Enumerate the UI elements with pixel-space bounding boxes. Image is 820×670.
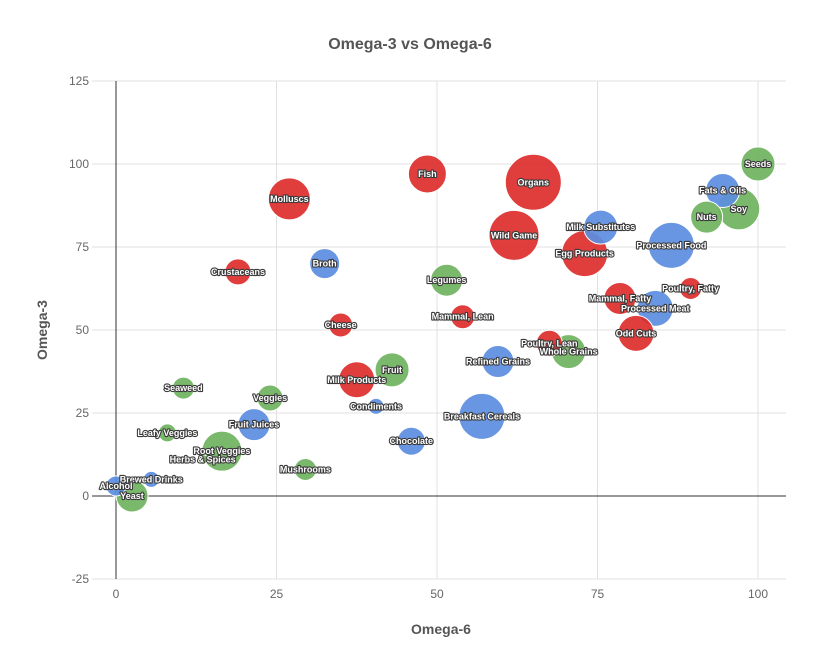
bubble-label: Refined Grains <box>466 357 530 367</box>
bubble-broth[interactable] <box>309 248 341 280</box>
bubble-label: Molluscs <box>270 194 309 204</box>
bubble-label: Whole Grains <box>540 347 598 357</box>
bubble-nuts[interactable] <box>690 200 724 234</box>
bubble-label: Milk Products <box>327 375 386 385</box>
bubble-seeds[interactable] <box>740 146 776 182</box>
bubble-label: Egg Products <box>555 249 614 259</box>
y-tick-label: 75 <box>76 240 90 254</box>
bubble-label: Yeast <box>120 491 144 501</box>
bubble-fruit-juices[interactable] <box>237 408 271 442</box>
bubble-leafy-veggies[interactable] <box>157 423 177 443</box>
bubble-poultry-lean[interactable] <box>535 329 563 357</box>
bubble-fats-oils[interactable] <box>705 173 741 209</box>
bubble-label: Broth <box>313 259 337 269</box>
bubble-condiments[interactable] <box>367 397 385 415</box>
bubble-label: Herbs & Spices <box>170 454 236 464</box>
bubble-label: Mammal, Fatty <box>589 293 652 303</box>
bubble-label: Processed Food <box>636 240 706 250</box>
x-tick-label: 75 <box>591 587 605 601</box>
bubble-label: Fats & Oils <box>699 186 746 196</box>
x-tick-label: 50 <box>430 587 444 601</box>
bubble-processed-meat[interactable] <box>636 289 674 327</box>
bubbles <box>105 146 776 513</box>
bubble-label: Breakfast Cereals <box>444 411 520 421</box>
bubble-breakfast-cereals[interactable] <box>458 392 506 440</box>
axes: -25 0 25 50 75 100 125 0 25 50 75 100 <box>69 74 786 601</box>
bubble-label: Poultry, Lean <box>521 338 577 348</box>
bubble-fruit[interactable] <box>374 352 410 388</box>
bubble-label: Veggies <box>253 393 287 403</box>
bubble-veggies[interactable] <box>256 384 284 412</box>
bubble-label: Wild Game <box>491 230 537 240</box>
y-tick-label: -25 <box>72 572 90 586</box>
bubble-label: Soy <box>730 204 747 214</box>
bubble-label: Seaweed <box>164 383 203 393</box>
bubble-organs[interactable] <box>504 153 562 211</box>
gridlines <box>92 80 786 580</box>
y-axis-title: Omega-3 <box>34 300 50 360</box>
y-tick-label: 125 <box>69 74 89 88</box>
bubble-molluscs[interactable] <box>267 177 311 221</box>
bubble-label: Root Veggies <box>193 446 250 456</box>
bubble-wild-game[interactable] <box>488 209 540 261</box>
bubble-label: Legumes <box>427 275 467 285</box>
bubble-label: Crustaceans <box>211 267 265 277</box>
y-tick-label: 50 <box>76 323 90 337</box>
bubble-mushrooms[interactable] <box>293 457 317 481</box>
bubble-chocolate[interactable] <box>396 426 426 456</box>
bubble-root-veggies[interactable] <box>201 430 243 472</box>
bubble-mammal-fatty[interactable] <box>603 281 637 315</box>
y-tick-label: 0 <box>82 489 89 503</box>
bubble-label: Fish <box>418 169 437 179</box>
bubble-label: Condiments <box>350 401 402 411</box>
bubble-label: Seeds <box>745 159 772 169</box>
bubble-processed-food[interactable] <box>647 221 695 269</box>
bubble-label: Milk Substitutes <box>566 222 635 232</box>
bubble-poultry-fatty[interactable] <box>679 277 703 300</box>
bubble-mammal-lean[interactable] <box>450 304 476 330</box>
bubble-label: Mammal, Lean <box>432 312 494 322</box>
bubble-label: Chocolate <box>390 436 434 446</box>
bubble-label: Fruit <box>382 365 402 375</box>
bubble-alcohol[interactable] <box>105 475 127 497</box>
bubble-label: Mushrooms <box>280 464 331 474</box>
bubble-refined-grains[interactable] <box>481 345 515 379</box>
bubble-fish[interactable] <box>407 154 447 194</box>
x-tick-label: 100 <box>748 587 768 601</box>
bubble-odd-cuts[interactable] <box>617 314 655 352</box>
bubble-label: Odd Cuts <box>616 328 657 338</box>
bubble-label: Processed Meat <box>621 303 690 313</box>
bubble-milk-substitutes[interactable] <box>583 209 619 245</box>
bubble-label: Leafy Veggies <box>137 428 197 438</box>
bubble-label: Brewed Drinks <box>120 474 183 484</box>
bubble-crustaceans[interactable] <box>224 258 252 286</box>
bubble-milk-products[interactable] <box>338 361 376 399</box>
bubble-brewed-drinks[interactable] <box>142 470 160 488</box>
y-tick-label: 100 <box>69 157 89 171</box>
bubble-seaweed[interactable] <box>171 376 195 400</box>
bubble-label: Organs <box>518 177 550 187</box>
bubble-label: Alcohol <box>100 481 133 491</box>
bubble-label: Poultry, Fatty <box>662 284 719 294</box>
y-tick-label: 25 <box>76 406 90 420</box>
x-axis-title: Omega-6 <box>411 621 471 637</box>
bubble-herbs-spices[interactable] <box>197 453 209 465</box>
bubble-cheese[interactable] <box>328 312 354 338</box>
x-tick-label: 0 <box>113 587 120 601</box>
x-tick-label: 25 <box>270 587 284 601</box>
bubble-label: Cheese <box>325 320 357 330</box>
bubble-legumes[interactable] <box>430 263 464 297</box>
bubble-label: Nuts <box>697 212 717 222</box>
chart-title: Omega-3 vs Omega-6 <box>328 36 492 53</box>
bubble-label: Fruit Juices <box>229 420 280 430</box>
